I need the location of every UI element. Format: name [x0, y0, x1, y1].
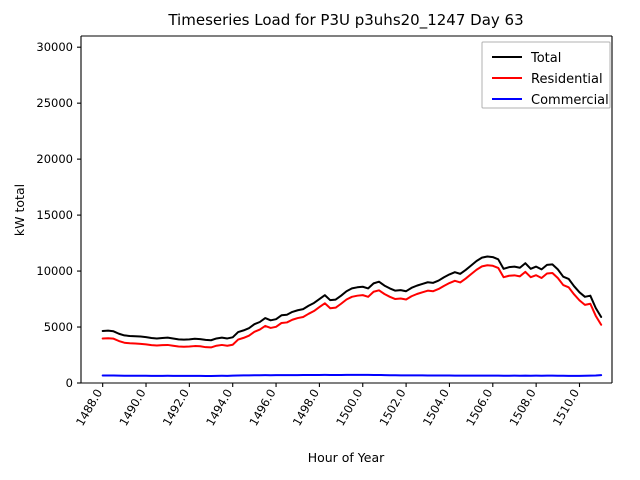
legend-label-total[interactable]: Total	[530, 51, 561, 66]
y-tick-label: 0	[66, 376, 73, 390]
chart-title: Timeseries Load for P3U p3uhs20_1247 Day…	[167, 11, 523, 30]
y-axis-title: kW total	[12, 184, 27, 236]
series-line-residential	[101, 264, 603, 349]
series-lines	[101, 255, 603, 377]
legend-entries: Total Residential Commercial	[492, 51, 609, 108]
y-tick-label: 15000	[36, 208, 73, 222]
legend-label-commercial[interactable]: Commercial	[531, 93, 609, 108]
y-axis-ticks: 0 5000 10000 15000 20000 25000 30000	[36, 40, 81, 390]
legend-label-residential[interactable]: Residential	[531, 72, 603, 87]
series-line-commercial	[101, 373, 603, 377]
y-tick-label: 10000	[36, 264, 73, 278]
legend-box	[481, 41, 611, 109]
series-line-total	[101, 255, 603, 342]
y-tick-label: 30000	[36, 40, 73, 54]
y-tick-label: 5000	[44, 320, 73, 334]
y-tick-label: 20000	[36, 152, 73, 166]
chart-legend[interactable]: Total Residential Commercial	[481, 41, 611, 109]
x-axis-title: Hour of Year	[308, 450, 385, 465]
y-tick-label: 25000	[36, 96, 73, 110]
axes-frame	[80, 35, 613, 384]
